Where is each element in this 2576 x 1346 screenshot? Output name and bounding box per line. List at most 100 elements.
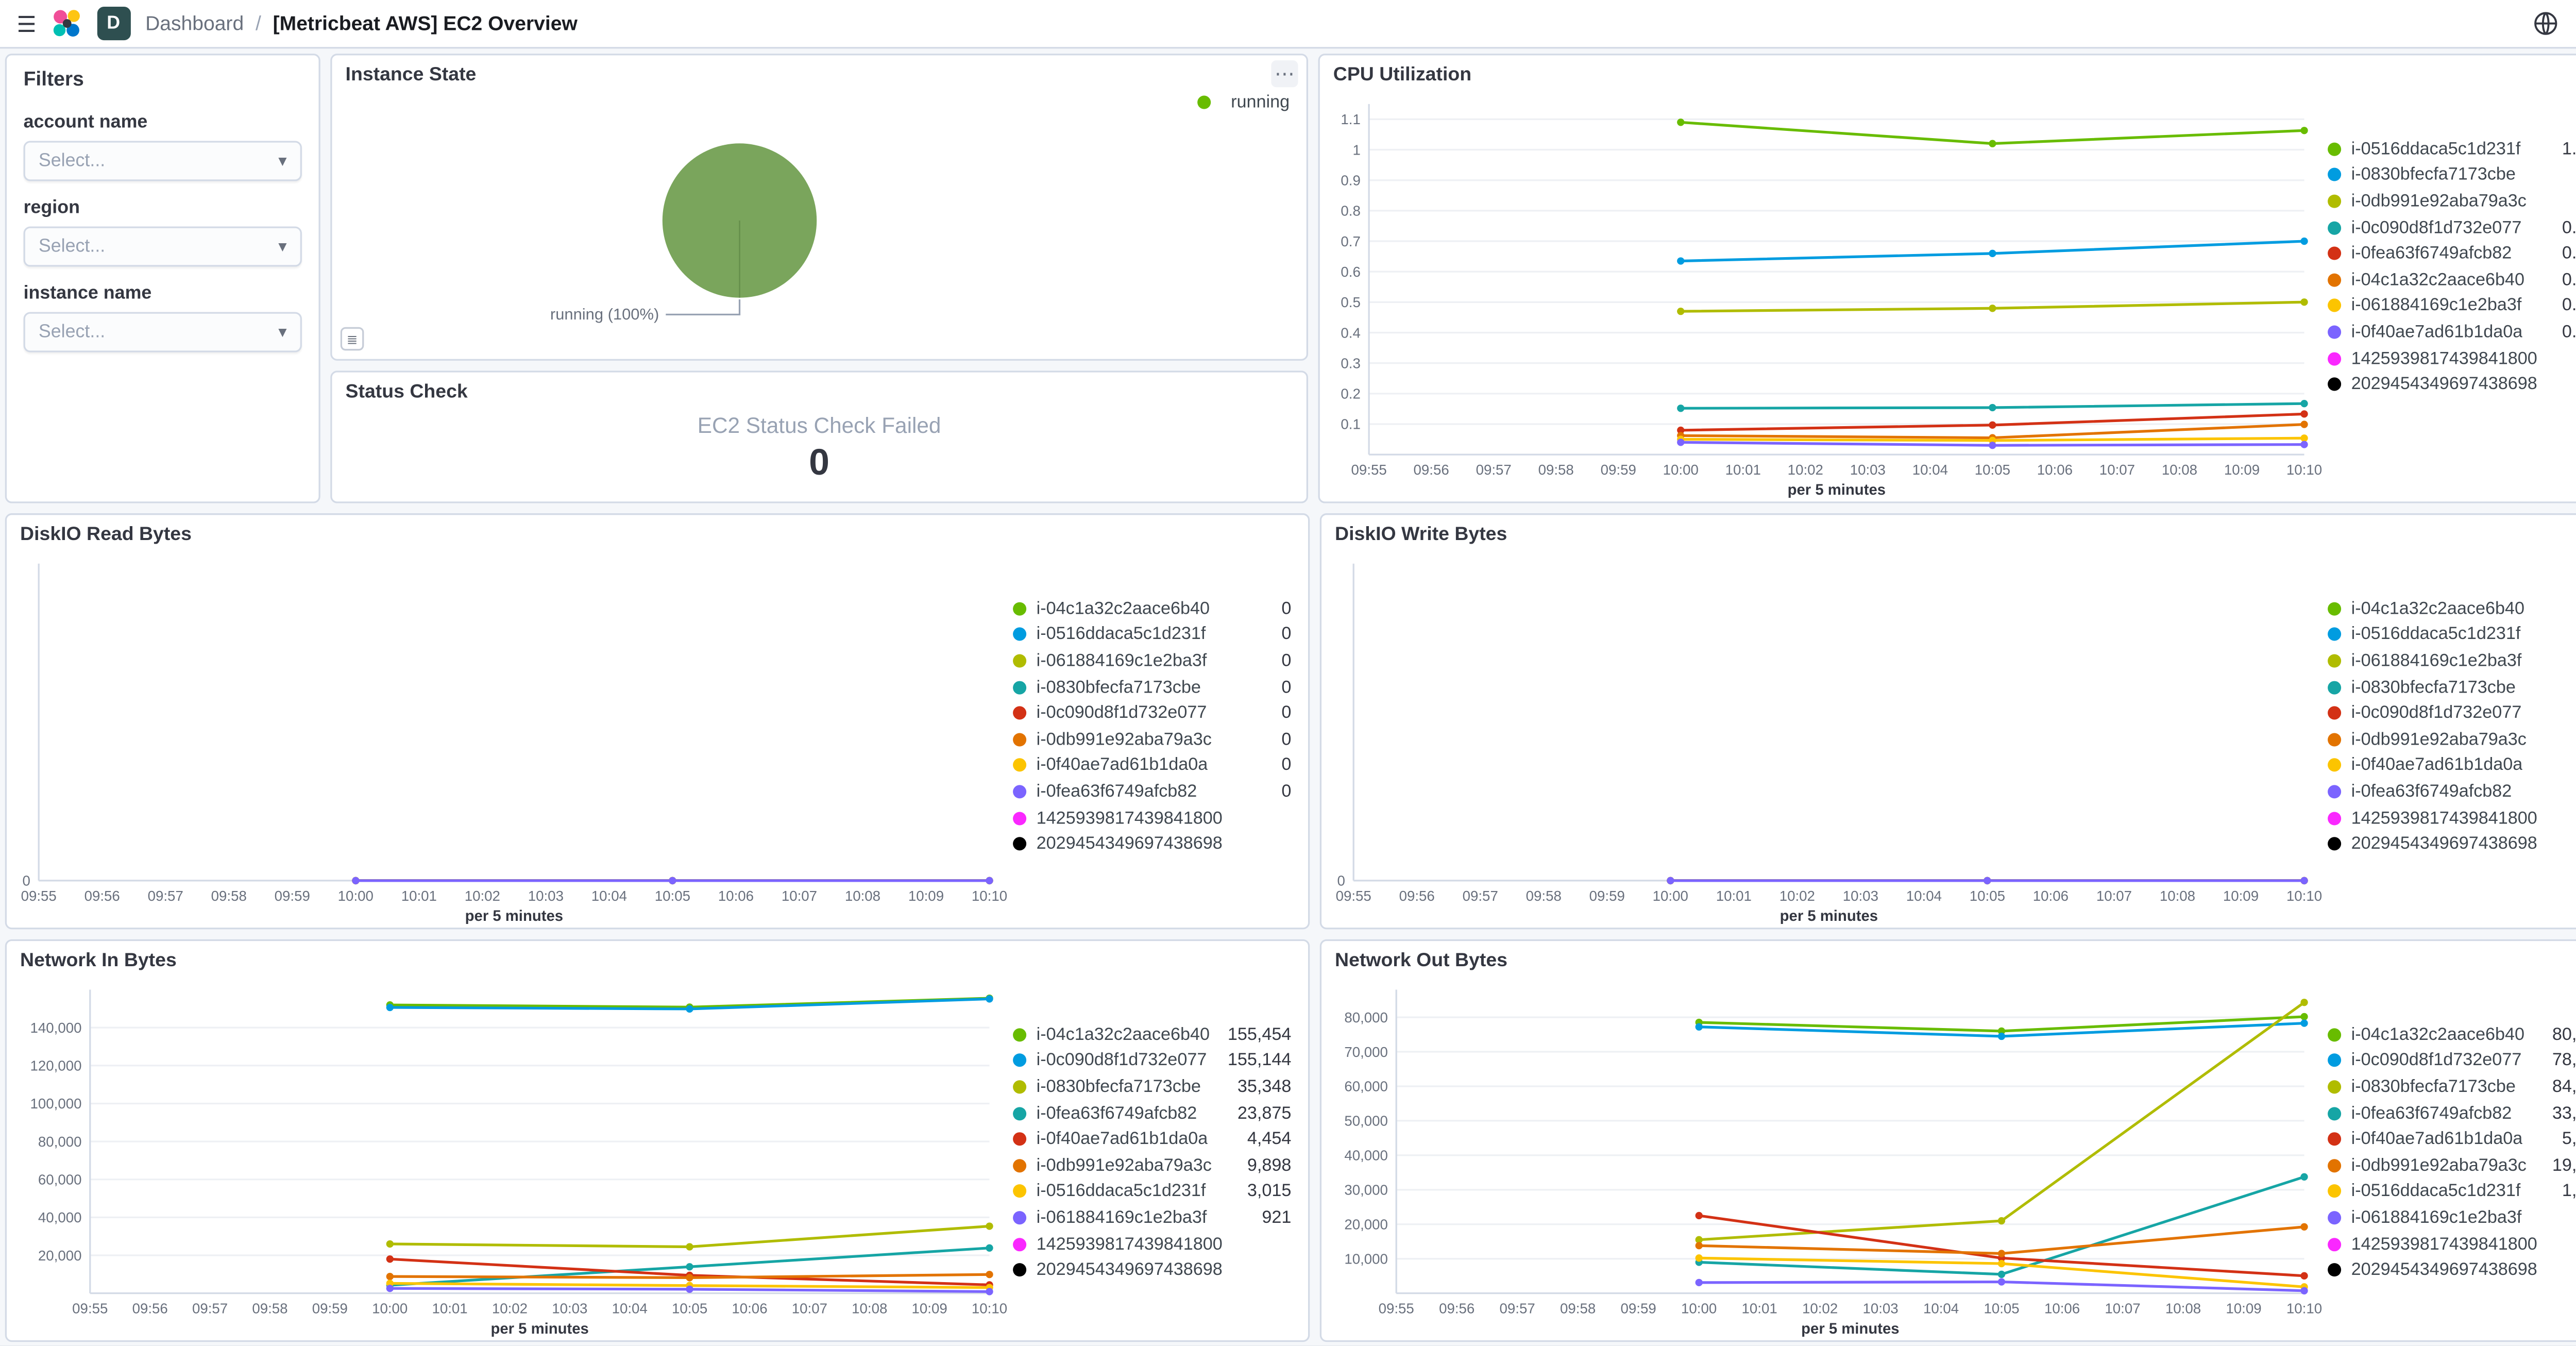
menu-icon[interactable]: ☰ [16, 11, 37, 36]
legend-item[interactable]: 1425939817439841800 [2328, 1231, 2576, 1257]
series-label: i-0516ddaca5c1d231f [1036, 1181, 1206, 1202]
series-label: i-0db991e92aba79a3c [2351, 1155, 2527, 1176]
legend-item[interactable]: i-0db991e92aba79a3c 9,898 [1013, 1152, 1291, 1179]
breadcrumb: Dashboard / [Metricbeat AWS] EC2 Overvie… [145, 12, 578, 36]
space-avatar[interactable]: D [96, 7, 130, 41]
legend-item[interactable]: i-0f40ae7ad61b1da0a 0.033 [2328, 319, 2576, 345]
series-label: i-04c1a32c2aace6b40 [2351, 270, 2525, 290]
legend-item[interactable]: 1425939817439841800 [2328, 345, 2576, 372]
series-label: 1425939817439841800 [1036, 1234, 1223, 1254]
legend-item[interactable]: i-061884169c1e2ba3f 0.054 [2328, 293, 2576, 319]
svg-text:10:02: 10:02 [492, 1301, 528, 1317]
pie-legend-label: running [1231, 92, 1290, 113]
legend-item[interactable]: i-0fea63f6749afcb82 23,875 [1013, 1100, 1291, 1126]
legend-toggle-button[interactable]: ≣ [340, 327, 364, 351]
legend-item[interactable]: i-0516ddaca5c1d231f 1,847 [2328, 1179, 2576, 1205]
line-chart-canvas: 20,000 40,000 60,000 80,000 100,000 120,000 14… [30, 989, 1007, 1337]
series-label: 2029454349697438698 [2351, 834, 2537, 854]
legend-item[interactable]: i-0c090d8f1d732e077 155,144 [1013, 1048, 1291, 1074]
legend-item[interactable]: i-061884169c1e2ba3f 921 [1013, 1205, 1291, 1231]
legend-item[interactable]: i-0db991e92aba79a3c 0.5 [2328, 188, 2576, 214]
series-label: i-0fea63f6749afcb82 [2351, 243, 2512, 264]
svg-text:80,000: 80,000 [38, 1134, 82, 1150]
legend-item[interactable]: i-0830bfecfa7173cbe 35,348 [1013, 1074, 1291, 1100]
legend-item[interactable]: i-04c1a32c2aace6b40 80,166 [2328, 1021, 2576, 1048]
svg-text:0.5: 0.5 [1341, 294, 1360, 310]
series-color-dot [1013, 759, 1027, 772]
legend-item[interactable]: i-0516ddaca5c1d231f 3,015 [1013, 1179, 1291, 1205]
pie-legend[interactable]: running [1197, 92, 1290, 112]
series-color-dot [2328, 1054, 2342, 1068]
legend-item[interactable]: 2029454349697438698 [2328, 831, 2576, 857]
filter-group-account-name: account name Select... ▾ [7, 103, 318, 188]
legend-item[interactable]: i-0f40ae7ad61b1da0a 4,454 [1013, 1126, 1291, 1152]
panel-options-icon[interactable]: ⋯ [1271, 60, 1298, 88]
legend-item[interactable]: 1425939817439841800 [1013, 1231, 1291, 1257]
series-label: i-0830bfecfa7173cbe [1036, 677, 1201, 697]
instance-name-select[interactable]: Select... ▾ [23, 312, 302, 352]
svg-text:09:59: 09:59 [312, 1301, 348, 1317]
series-value: 78,288 [2552, 1050, 2576, 1071]
legend-item[interactable]: i-0c090d8f1d732e077 78,288 [2328, 1048, 2576, 1074]
svg-text:10:00: 10:00 [1681, 1301, 1717, 1317]
svg-text:09:56: 09:56 [1414, 462, 1449, 478]
series-label: i-0f40ae7ad61b1da0a [2351, 322, 2523, 342]
series-value: 19,231 [2552, 1155, 2576, 1176]
breadcrumb-dashboard-link[interactable]: Dashboard [145, 11, 244, 36]
svg-text:10:07: 10:07 [2096, 888, 2132, 904]
legend-item[interactable]: i-0fea63f6749afcb82 33,741 [2328, 1100, 2576, 1126]
legend-item[interactable]: i-0db991e92aba79a3c 19,231 [2328, 1152, 2576, 1179]
legend-item[interactable]: i-04c1a32c2aace6b40 0.099 [2328, 266, 2576, 293]
account-name-select[interactable]: Select... ▾ [23, 141, 302, 181]
legend-item[interactable]: i-0f40ae7ad61b1da0a 5,054 [2328, 1126, 2576, 1152]
legend-item[interactable]: 1425939817439841800 [1013, 805, 1291, 831]
svg-text:10:07: 10:07 [2105, 1301, 2140, 1317]
legend-item[interactable]: 2029454349697438698 [1013, 1257, 1291, 1283]
series-color-dot [2328, 247, 2342, 261]
legend-item[interactable]: 1425939817439841800 [2328, 805, 2576, 831]
elastic-logo-icon[interactable] [52, 8, 82, 39]
legend-item[interactable]: 2029454349697438698 [2328, 1257, 2576, 1283]
legend-item[interactable]: i-04c1a32c2aace6b40 155,454 [1013, 1021, 1291, 1048]
legend-item[interactable]: 2029454349697438698 [2328, 371, 2576, 397]
series-value: 0.054 [2562, 296, 2576, 316]
series-label: i-0db991e92aba79a3c [1036, 729, 1212, 750]
metric-label: EC2 Status Check Failed [697, 412, 941, 438]
legend-item[interactable]: i-0830bfecfa7173cbe 0.7 [2328, 162, 2576, 188]
legend-item[interactable]: i-061884169c1e2ba3f 710 [2328, 1205, 2576, 1231]
series-value: 0.5 [2568, 191, 2576, 211]
series-label: 1425939817439841800 [2351, 807, 2537, 828]
series-label: i-061884169c1e2ba3f [2351, 1207, 2522, 1228]
legend-item[interactable]: i-0fea63f6749afcb82 0.133 [2328, 241, 2576, 267]
help-icon[interactable] [2532, 10, 2559, 37]
series-color-dot [1013, 1237, 1027, 1251]
network-in-chart: 20,000 40,000 60,000 80,000 100,000 120,000 14… [7, 974, 1010, 1340]
series-value: 84,322 [2552, 1076, 2576, 1097]
svg-text:10:03: 10:03 [1850, 462, 1886, 478]
metric-value: 0 [809, 441, 830, 483]
svg-text:0.8: 0.8 [1341, 203, 1360, 219]
legend-item[interactable]: i-0516ddaca5c1d231f 1.063 [2328, 136, 2576, 162]
legend-item[interactable]: i-0830bfecfa7173cbe 84,322 [2328, 1074, 2576, 1100]
svg-text:10:10: 10:10 [2286, 1301, 2322, 1317]
legend-item[interactable]: 2029454349697438698 [1013, 831, 1291, 857]
series-label: 1425939817439841800 [2351, 1234, 2537, 1254]
region-select[interactable]: Select... ▾ [23, 226, 302, 267]
legend-item[interactable]: i-0c090d8f1d732e077 0.167 [2328, 214, 2576, 241]
